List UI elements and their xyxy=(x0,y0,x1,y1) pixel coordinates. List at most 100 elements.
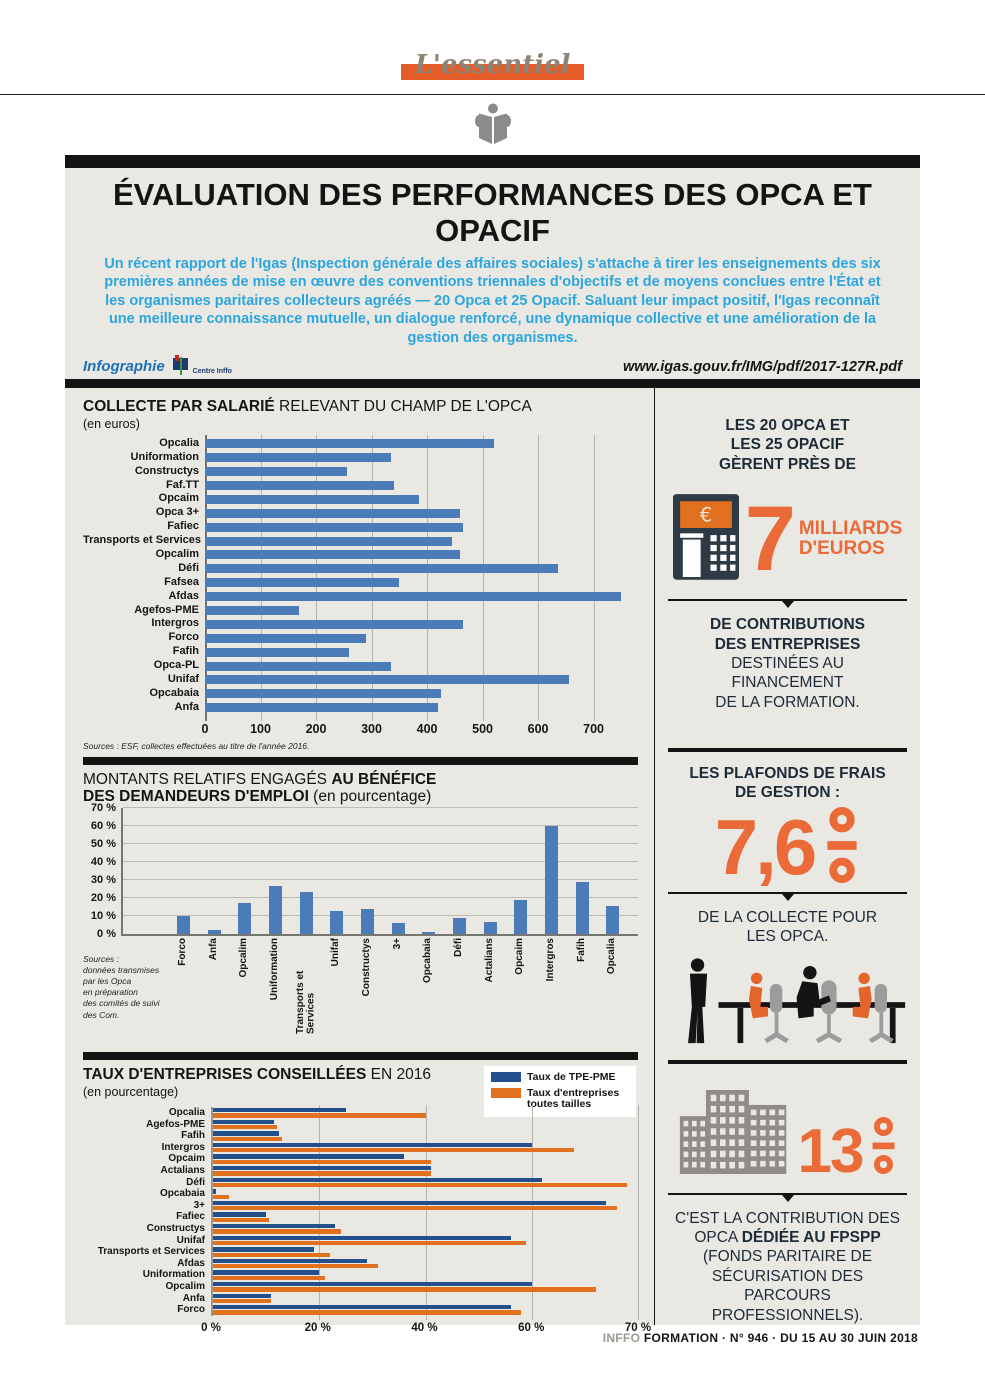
bar-row xyxy=(205,631,638,645)
bar-slot xyxy=(475,808,506,935)
bar xyxy=(205,564,558,574)
bar xyxy=(213,1177,543,1182)
bar-slot xyxy=(444,808,475,935)
stat2-number: 7,6 xyxy=(714,803,817,892)
gridline xyxy=(205,434,207,721)
bar xyxy=(213,1258,368,1264)
bar-row xyxy=(213,1269,638,1281)
bar-label: Opcalia xyxy=(168,1107,205,1119)
axis-tick-label: 20 % xyxy=(90,892,116,905)
axis-tick-label: 70 % xyxy=(90,802,116,815)
stat3: 13 xyxy=(678,1089,898,1182)
bar xyxy=(606,906,620,935)
bar-label-slot: Constructys xyxy=(352,938,383,1034)
bar-slot xyxy=(199,808,230,935)
bar xyxy=(205,703,439,713)
bar xyxy=(205,592,622,602)
footer-brand-inffo: INFFO xyxy=(602,1331,641,1345)
bar-slot xyxy=(536,808,567,935)
bar-row xyxy=(205,562,638,576)
gridline xyxy=(123,825,638,827)
gridline xyxy=(123,861,638,863)
bar-label: Opcalim xyxy=(238,938,250,978)
header-black-bar xyxy=(65,155,920,168)
bar-label: Afdas xyxy=(177,1257,205,1269)
atm-icon: € xyxy=(672,490,739,587)
chart3-plot-area xyxy=(211,1105,639,1320)
bar xyxy=(213,1182,628,1188)
bar xyxy=(213,1159,431,1165)
chart2-source: Sources : données transmises par les Opc… xyxy=(83,954,160,1020)
bar-label-slot: Opcalia xyxy=(597,938,628,1034)
bar xyxy=(238,902,252,935)
bar xyxy=(391,922,405,935)
bar xyxy=(213,1189,216,1194)
bar-row xyxy=(213,1223,638,1235)
bar-label: Opcabaia xyxy=(149,686,199,699)
bar-row xyxy=(213,1107,638,1119)
building-icon xyxy=(678,1089,790,1179)
infographie-credit: Infographie Centre Inffo xyxy=(83,355,232,376)
axis-tick-label: 600 xyxy=(527,721,549,736)
gridline xyxy=(482,434,484,721)
bar-label: Transports et Services xyxy=(83,534,202,547)
axis-tick-label: 500 xyxy=(472,721,493,736)
bar xyxy=(213,1142,532,1148)
bar-row xyxy=(205,520,638,534)
divider-black-bar xyxy=(65,379,920,389)
bar xyxy=(205,633,366,643)
bar-label: Intergros xyxy=(545,938,557,982)
percent-icon xyxy=(870,1116,897,1179)
bar xyxy=(213,1305,511,1310)
bar-label-slot: Actalians xyxy=(475,938,506,1034)
bar xyxy=(213,1217,269,1223)
axis-tick-label: 50 % xyxy=(90,838,116,851)
bar-label: Défi xyxy=(178,561,199,574)
axis-tick-label: 0 % xyxy=(97,928,116,941)
bar-label: Opcaim xyxy=(158,492,199,505)
stat1-label: MILLIARDS D'EUROS xyxy=(798,517,903,559)
stat1: € 7 MILLIARDS D'EUROS xyxy=(672,490,903,587)
source-url[interactable]: www.igas.gouv.fr/IMG/pdf/2017-127R.pdf xyxy=(622,359,902,376)
bar-row xyxy=(205,687,638,701)
bar xyxy=(205,508,461,518)
axis-tick-label: 300 xyxy=(361,721,382,736)
bar-label: Opcabaia xyxy=(159,1188,205,1200)
bar-label: Fafsea xyxy=(164,575,199,588)
chart1-x-axis: 0 100 200 300 400 500 600 700 xyxy=(202,715,638,737)
bar-row xyxy=(213,1304,638,1316)
bar xyxy=(176,916,190,935)
bar xyxy=(514,900,528,935)
bar-label-slot: Défi xyxy=(444,938,475,1034)
bar-label-slot: Fafih xyxy=(567,938,598,1034)
bar-row xyxy=(205,451,638,465)
orange-banner xyxy=(400,64,585,80)
bar xyxy=(213,1131,280,1136)
stat2: 7,6 xyxy=(714,803,860,892)
section-divider xyxy=(83,1052,638,1061)
bar-row xyxy=(213,1235,638,1247)
bar-row xyxy=(205,506,638,520)
bar xyxy=(213,1206,617,1211)
bar xyxy=(205,605,300,615)
gridline xyxy=(371,434,373,721)
gridline xyxy=(123,807,638,809)
bar-row xyxy=(213,1142,638,1154)
bar xyxy=(213,1224,336,1229)
masthead: L'essentiel xyxy=(0,52,985,80)
bar-label: Constructys xyxy=(134,464,199,477)
bar-label-slot: Transports et Services xyxy=(291,938,322,1034)
svg-text:€: € xyxy=(699,504,711,527)
bar-label: Opcalia xyxy=(159,436,199,449)
bar xyxy=(330,910,344,935)
bar xyxy=(205,578,400,588)
bar-row xyxy=(213,1211,638,1223)
bar-label-slot: Intergros xyxy=(536,938,567,1034)
bar xyxy=(213,1212,267,1217)
chart2-y-axis: 0 % 10 % 20 % 30 % 40 % 50 % 60 % 70 % xyxy=(83,802,121,940)
masthead-ribbon: L'essentiel xyxy=(400,52,585,80)
axis-tick-label: 70 % xyxy=(624,1321,652,1334)
bar xyxy=(205,550,461,560)
right-divider xyxy=(668,748,907,753)
